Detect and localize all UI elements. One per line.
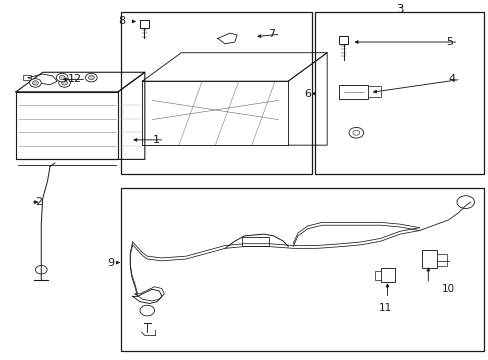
Circle shape bbox=[59, 79, 70, 87]
Bar bbox=[120, 188, 483, 351]
Circle shape bbox=[35, 265, 47, 274]
Circle shape bbox=[88, 76, 94, 80]
Circle shape bbox=[32, 81, 38, 85]
Bar bbox=[242, 237, 268, 246]
Text: 5: 5 bbox=[446, 37, 453, 47]
Bar bbox=[339, 85, 368, 99]
Text: 9: 9 bbox=[107, 257, 114, 267]
Text: 6: 6 bbox=[304, 89, 311, 99]
Text: 3: 3 bbox=[395, 3, 403, 16]
Text: 11: 11 bbox=[378, 303, 391, 314]
Circle shape bbox=[348, 127, 363, 138]
Text: 1: 1 bbox=[152, 135, 159, 145]
Circle shape bbox=[56, 73, 68, 82]
Circle shape bbox=[85, 73, 97, 82]
Circle shape bbox=[59, 76, 65, 80]
Bar bbox=[436, 254, 447, 266]
Bar bbox=[368, 86, 380, 97]
Circle shape bbox=[30, 79, 41, 87]
Bar bbox=[314, 12, 483, 174]
Text: 10: 10 bbox=[441, 284, 454, 294]
Bar bbox=[16, 92, 118, 159]
Text: 2: 2 bbox=[35, 197, 42, 207]
Bar bbox=[380, 268, 394, 282]
Bar bbox=[374, 271, 380, 280]
Text: 12: 12 bbox=[67, 75, 81, 84]
Bar bbox=[142, 81, 287, 145]
Bar bbox=[120, 12, 311, 174]
Text: 7: 7 bbox=[268, 29, 275, 39]
Bar bbox=[140, 20, 148, 28]
Circle shape bbox=[140, 305, 154, 316]
Bar bbox=[339, 36, 347, 44]
Circle shape bbox=[456, 196, 473, 208]
Text: 4: 4 bbox=[448, 75, 455, 84]
Bar bbox=[421, 250, 436, 268]
Bar bbox=[23, 75, 30, 80]
Text: 8: 8 bbox=[118, 17, 125, 26]
Circle shape bbox=[61, 81, 67, 85]
Circle shape bbox=[352, 130, 359, 135]
